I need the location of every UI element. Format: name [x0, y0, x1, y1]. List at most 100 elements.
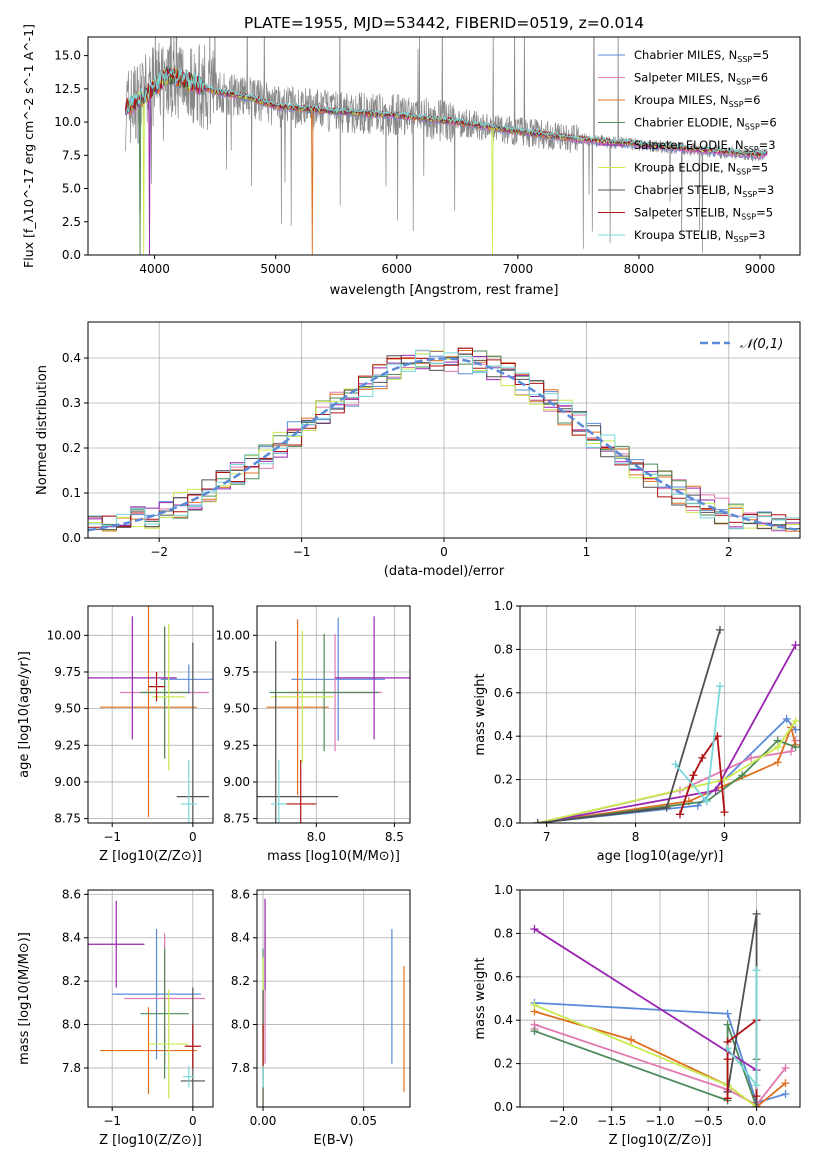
mass-vs-age-frame: [256, 605, 411, 824]
y-tick-label: 9.25: [54, 738, 81, 752]
weight-point-marker: [662, 803, 671, 812]
weight-point-marker: [781, 1089, 790, 1098]
age-vs-weight-chart: 7 8 9 0.0 0.2 0.4 0.6 0.8 1.0 age [log10(age/yr)]…: [473, 599, 801, 864]
age-vs-weight-plot-area: [533, 625, 800, 823]
residuals-y-axis-label: Normed distribution: [35, 365, 50, 495]
x-tick-label: 0.05: [350, 1114, 377, 1128]
y-tick-label: 8.75: [54, 812, 81, 826]
x-tick-label: 0.00: [250, 1114, 277, 1128]
weight-point-marker: [752, 1081, 761, 1090]
x-tick-label: 7000: [503, 262, 534, 276]
age-vs-weight-x-axis-label: age [log10(age/yr)]: [597, 849, 724, 864]
x-tick-label: 9000: [745, 262, 776, 276]
weight-point-marker: [723, 1055, 732, 1064]
gaussian-reference-curve: [88, 357, 800, 532]
y-tick-label: 0.0: [494, 816, 513, 830]
x-tick-label: 0: [189, 830, 197, 844]
y-tick-label: 7.8: [231, 1061, 250, 1075]
spectrum-x-axis-label: wavelength [Angstrom, rest frame]: [330, 283, 559, 298]
age-vs-weight-y-axis-label: mass weight: [473, 673, 488, 755]
weight-point-marker: [716, 625, 724, 634]
weight-point-marker: [530, 1001, 539, 1010]
y-tick-label: 0.2: [494, 773, 513, 787]
weight-point-marker: [702, 797, 711, 806]
z-vs-mass-y-axis-label: mass [log10(M/M⊙)]: [17, 932, 32, 1065]
y-tick-label: 7.5: [62, 148, 81, 162]
x-tick-label: −2.0: [549, 1114, 578, 1128]
x-tick-label: 8000: [624, 262, 655, 276]
legend-label: Kroupa ELODIE, NSSP=5: [634, 161, 768, 177]
z-vs-weight-x-axis-label: Z [log10(Z/Z⊙)]: [609, 1133, 712, 1148]
legend-label: Kroupa STELIB, NSSP=3: [634, 228, 765, 244]
x-tick-label: 0: [189, 1114, 197, 1128]
z-vs-age-chart: −1 0 8.75 9.00 9.25 9.50 9.75 10.00 Z [log10(Z/Z…: [17, 605, 214, 864]
residual-histogram: [88, 353, 800, 531]
y-tick-label: 0.0: [62, 248, 81, 262]
age-vs-weight-frame: [519, 605, 801, 824]
x-tick-label: −1: [103, 1114, 121, 1128]
y-tick-label: 0.6: [494, 970, 513, 984]
residuals-frame: [87, 321, 801, 539]
weight-series-line: [726, 913, 758, 1107]
weight-point-marker: [720, 808, 729, 817]
weight-series-line: [534, 1024, 758, 1107]
mass-vs-age-x-axis-label: mass [log10(M/M⊙)]: [267, 849, 400, 864]
y-tick-label: 10.0: [54, 115, 81, 129]
weight-point-marker: [723, 1094, 732, 1103]
z-vs-mass-plot-area: [88, 900, 205, 1107]
z-vs-mass-chart: −1 0 7.8 8.0 8.2 8.4 8.6 Z [log10(Z/Z⊙)] mass [l…: [17, 887, 214, 1148]
y-tick-label: 9.00: [223, 775, 250, 789]
residuals-chart: −2 −1 0 1 2 0.0 0.1 0.2 0.3 0.4 𝒩(0,1) (data-model)…: [35, 321, 801, 579]
z-vs-mass-x-axis-label: Z [log10(Z/Z⊙)]: [99, 1133, 202, 1148]
x-tick-label: 6000: [382, 262, 413, 276]
weight-point-marker: [782, 714, 791, 723]
weight-point-marker: [530, 925, 539, 934]
weight-point-marker: [676, 810, 684, 819]
legend-label: 𝒩(0,1): [740, 337, 783, 352]
x-tick-label: 1: [583, 545, 591, 559]
y-tick-label: 10.00: [216, 628, 250, 642]
z-vs-weight-frame: [519, 889, 801, 1108]
ebv-vs-mass-plot-area: [262, 898, 405, 1107]
ebv-vs-mass-frame: [256, 889, 411, 1108]
legend-label: Salpeter ELODIE, NSSP=3: [634, 138, 776, 154]
residual-histogram: [88, 347, 800, 529]
y-tick-label: 8.75: [223, 812, 250, 826]
y-tick-label: 2.5: [62, 215, 81, 229]
y-tick-label: 0.0: [62, 531, 81, 545]
x-tick-label: 2: [725, 545, 733, 559]
z-vs-age-y-axis-label: age [log10(age/yr)]: [17, 651, 32, 778]
legend-label: Chabrier MILES, NSSP=5: [634, 48, 769, 64]
residual-histogram: [88, 349, 800, 529]
weight-point-marker: [716, 682, 724, 691]
weight-series-line: [537, 644, 797, 823]
x-tick-label: 8: [632, 830, 640, 844]
weight-point-marker: [738, 771, 747, 780]
y-tick-label: 0.1: [62, 486, 81, 500]
z-vs-age-x-axis-label: Z [log10(Z/Z⊙)]: [99, 849, 202, 864]
weight-point-marker: [530, 1027, 539, 1036]
z-vs-weight-plot-area: [530, 909, 790, 1107]
weight-point-marker: [723, 1020, 732, 1029]
y-tick-label: 9.00: [54, 775, 81, 789]
y-tick-label: 8.2: [62, 974, 81, 988]
z-vs-weight-chart: −2.0 −1.5 −1.0 −0.5 0.0 0.0 0.2 0.4 0.6 0.8 1.0 Z […: [473, 883, 801, 1148]
y-tick-label: 8.6: [62, 887, 81, 901]
spectrum-title: PLATE=1955, MJD=53442, FIBERID=0519, z=0…: [244, 14, 644, 32]
y-tick-label: 10.00: [47, 628, 81, 642]
y-tick-label: 9.75: [223, 665, 250, 679]
weight-series-line: [534, 1001, 786, 1104]
x-tick-label: −1: [293, 545, 311, 559]
mass-vs-age-chart: 8.0 8.5 8.75 9.00 9.25 9.50 9.75 10.00 mass [log…: [216, 605, 411, 864]
weight-point-marker: [627, 1035, 636, 1044]
y-tick-label: 8.2: [231, 974, 250, 988]
x-tick-label: −1.0: [645, 1114, 674, 1128]
x-tick-label: 8.0: [307, 830, 326, 844]
y-tick-label: 0.3: [62, 396, 81, 410]
weight-point-marker: [711, 786, 720, 795]
x-tick-label: 0: [440, 545, 448, 559]
weight-point-marker: [698, 753, 707, 762]
spectrum-chart: 4000 5000 6000 7000 8000 9000 0.0 2.5 5.0 7.5 10.0…: [21, 24, 801, 298]
z-vs-age-frame: [87, 605, 214, 824]
